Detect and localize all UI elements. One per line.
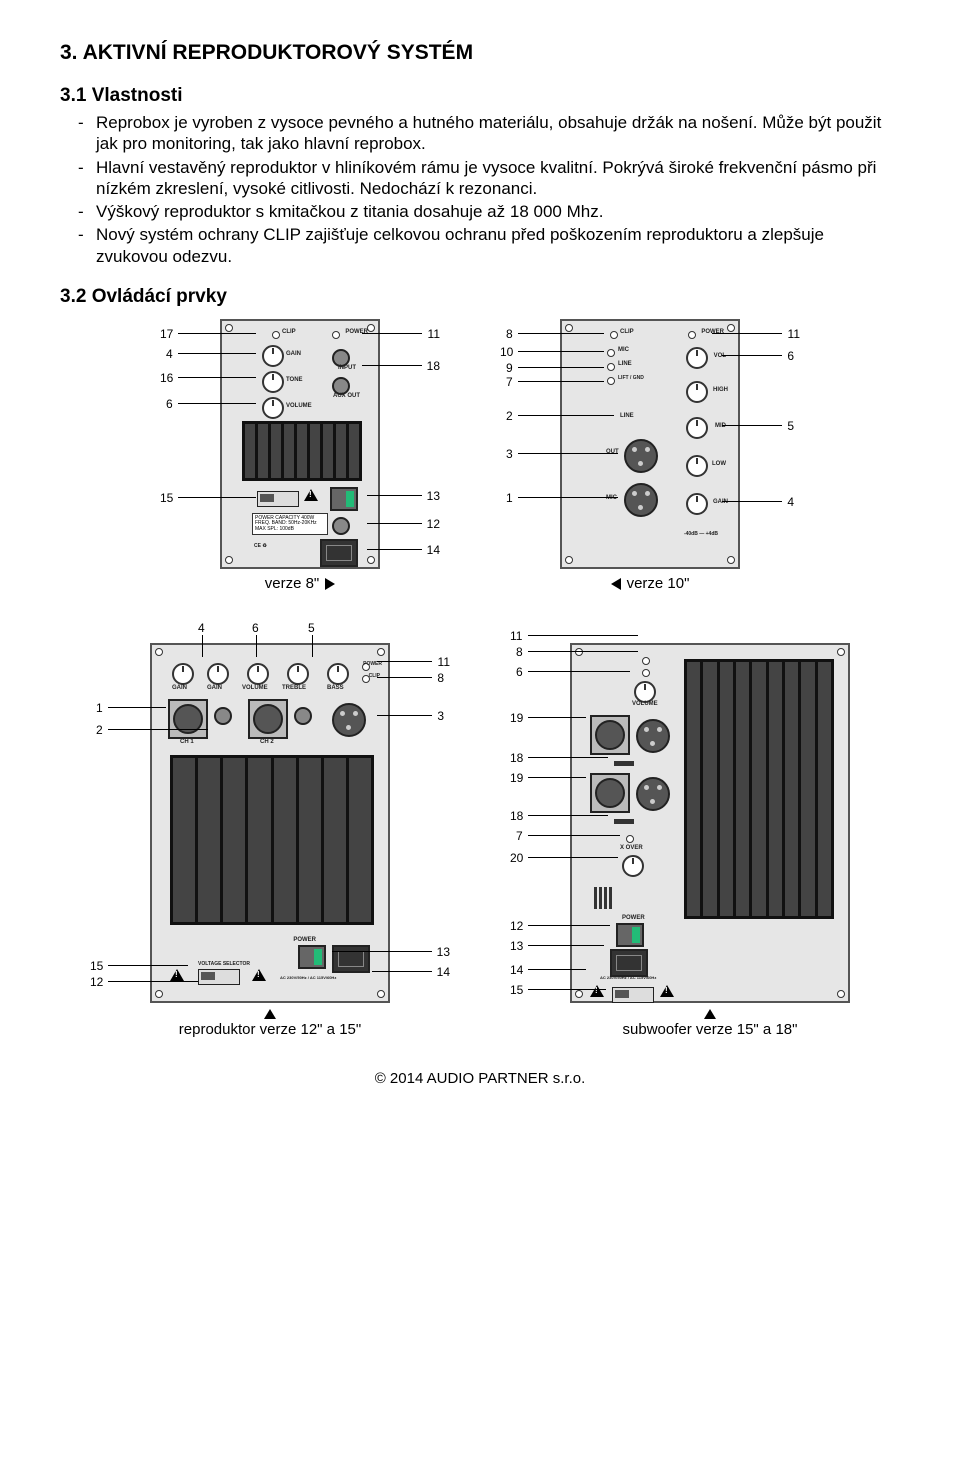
xlr-in-b	[590, 773, 630, 813]
iec-inlet	[320, 539, 358, 567]
iec-inlet	[332, 945, 370, 973]
gain-knob	[686, 493, 708, 515]
panel-v10: CLIP POWER MIC LINE LIFT / GND VOL HIGH …	[560, 319, 740, 569]
triangle-left-icon	[611, 578, 621, 590]
toggle-b	[614, 819, 634, 824]
clip-led	[610, 331, 618, 339]
heatsink	[242, 421, 362, 481]
xover-knob	[622, 855, 644, 877]
xlr-in-1	[168, 699, 208, 739]
property-item: Výškový reproduktor s kmitačkou z titani…	[78, 201, 900, 222]
warning-icon	[660, 985, 674, 997]
gain2-knob	[207, 663, 229, 685]
xlr-out-b	[636, 777, 670, 811]
properties-heading: 3.1 Vlastnosti	[60, 84, 900, 108]
volume-knob	[247, 663, 269, 685]
high-knob	[686, 381, 708, 403]
lift-led	[607, 377, 615, 385]
voltage-selector	[257, 491, 299, 507]
panel-v12: GAIN GAIN VOLUME TREBLE BASS POWER CLIP …	[150, 643, 390, 1003]
property-item: Nový systém ochrany CLIP zajišťuje celko…	[78, 224, 900, 267]
voltage-selector	[612, 987, 654, 1003]
mid-knob	[686, 417, 708, 439]
voltage-selector	[198, 969, 240, 985]
caption-v12: reproduktor verze 12" a 15"	[179, 1009, 361, 1040]
power-led	[688, 331, 696, 339]
heatsink	[684, 659, 834, 919]
panel-v8: CLIP POWER GAIN INPUT TONE AUX OUT VOLUM…	[220, 319, 380, 569]
jack-1	[214, 707, 232, 725]
line-led	[607, 363, 615, 371]
treble-knob	[287, 663, 309, 685]
controls-heading: 3.2 Ovládácí prvky	[60, 285, 900, 309]
panel-sub-wrap: VOLUME X OVER POWER AC 230V/50Hz / AC 11…	[500, 623, 880, 1040]
xlr-out-a	[636, 719, 670, 753]
triangle-right-icon	[325, 578, 335, 590]
properties-list: Reprobox je vyroben z vysoce pevného a h…	[60, 112, 900, 267]
section-title: 3. AKTIVNÍ REPRODUKTOROVÝ SYSTÉM	[60, 40, 900, 66]
panel-v10-wrap: CLIP POWER MIC LINE LIFT / GND VOL HIGH …	[490, 319, 810, 594]
power-switch	[616, 923, 644, 947]
power-switch	[330, 487, 358, 511]
vent-grille	[594, 887, 612, 909]
volume-knob	[634, 681, 656, 703]
low-knob	[686, 455, 708, 477]
property-item: Reprobox je vyroben z vysoce pevného a h…	[78, 112, 900, 155]
xlr-in-2	[248, 699, 288, 739]
clip-led	[272, 331, 280, 339]
warning-icon	[170, 969, 184, 981]
xlr-out	[332, 703, 366, 737]
jack-2	[294, 707, 312, 725]
power-led	[332, 331, 340, 339]
property-item: Hlavní vestavěný reproduktor v hliníkové…	[78, 157, 900, 200]
clip-led	[642, 669, 650, 677]
xover-led	[626, 835, 634, 843]
gain-knob	[262, 345, 284, 367]
page-footer: © 2014 AUDIO PARTNER s.r.o.	[60, 1070, 900, 1089]
power-info: POWER CAPACITY 400W FREQ. BAND: 50Hz-20K…	[252, 513, 328, 536]
xlr-out	[624, 439, 658, 473]
fuse-holder	[332, 517, 350, 535]
volume-knob	[262, 397, 284, 419]
panel-sub: VOLUME X OVER POWER AC 230V/50Hz / AC 11…	[570, 643, 850, 1003]
panel-v8-wrap: CLIP POWER GAIN INPUT TONE AUX OUT VOLUM…	[150, 319, 450, 594]
warning-icon	[252, 969, 266, 981]
diagrams-container: CLIP POWER GAIN INPUT TONE AUX OUT VOLUM…	[60, 319, 900, 1041]
power-switch	[298, 945, 326, 969]
panel-v12-wrap: GAIN GAIN VOLUME TREBLE BASS POWER CLIP …	[80, 623, 460, 1040]
gain-knob	[172, 663, 194, 685]
triangle-up-icon	[264, 1009, 276, 1019]
triangle-up-icon	[704, 1009, 716, 1019]
mic-led	[607, 349, 615, 357]
heatsink	[170, 755, 374, 925]
caption-sub: subwoofer verze 15" a 18"	[623, 1009, 798, 1040]
xlr-in-a	[590, 715, 630, 755]
iec-inlet	[610, 949, 648, 977]
xlr-mic	[624, 483, 658, 517]
caption-v8: verze 8"	[265, 575, 336, 594]
toggle-a	[614, 761, 634, 766]
warning-icon	[304, 489, 318, 501]
vol-knob	[686, 347, 708, 369]
power-led	[642, 657, 650, 665]
bass-knob	[327, 663, 349, 685]
tone-knob	[262, 371, 284, 393]
caption-v10: verze 10"	[611, 575, 690, 594]
warning-icon	[590, 985, 604, 997]
